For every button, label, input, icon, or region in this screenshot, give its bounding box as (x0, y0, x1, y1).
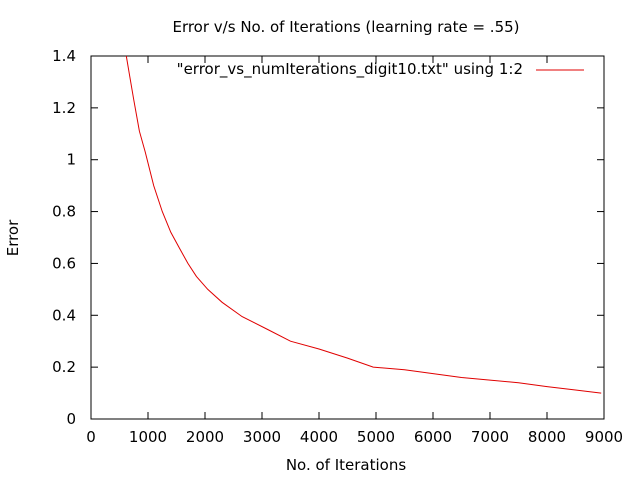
chart-title: Error v/s No. of Iterations (learning ra… (172, 18, 519, 36)
series-group (125, 55, 602, 394)
x-tick-label: 5000 (357, 428, 395, 446)
x-axis-label: No. of Iterations (286, 456, 407, 474)
axis-ticks (90, 55, 605, 420)
legend: "error_vs_numIterations_digit10.txt" usi… (177, 60, 584, 79)
x-tick-label: 3000 (243, 428, 281, 446)
plot-frame (90, 55, 605, 420)
y-axis-label: Error (4, 219, 22, 256)
x-tick-label: 7000 (471, 428, 509, 446)
x-tick-label: 1000 (129, 428, 167, 446)
x-tick-label: 4000 (300, 428, 338, 446)
legend-series-label: "error_vs_numIterations_digit10.txt" usi… (177, 60, 523, 79)
y-tick-label: 1.4 (52, 47, 76, 65)
series-line (125, 55, 602, 394)
x-tick-label: 6000 (414, 428, 452, 446)
x-tick-label: 8000 (528, 428, 566, 446)
tick-labels: 0 1000 2000 3000 4000 5000 6000 7000 8000 9000 0 0.… (52, 47, 623, 446)
x-tick-label: 0 (86, 428, 96, 446)
x-tick-label: 2000 (186, 428, 224, 446)
y-tick-label: 0 (66, 410, 76, 428)
y-tick-label: 0.4 (52, 306, 76, 324)
x-tick-label: 9000 (585, 428, 623, 446)
y-tick-label: 1 (66, 151, 76, 169)
y-axis-label-group: Error (4, 219, 22, 256)
y-tick-label: 0.2 (52, 358, 76, 376)
y-tick-label: 0.8 (52, 203, 76, 221)
y-tick-label: 1.2 (52, 99, 76, 117)
y-tick-label: 0.6 (52, 254, 76, 272)
